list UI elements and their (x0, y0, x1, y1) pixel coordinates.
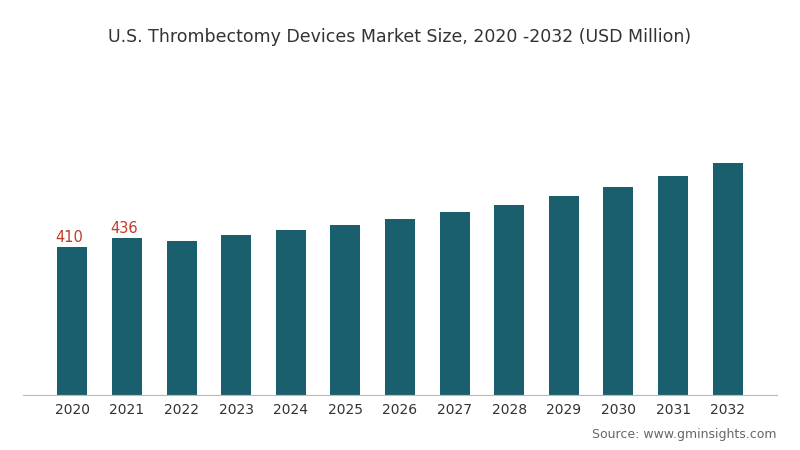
Title: U.S. Thrombectomy Devices Market Size, 2020 -2032 (USD Million): U.S. Thrombectomy Devices Market Size, 2… (109, 28, 691, 46)
Bar (112, 238, 142, 395)
Bar (276, 230, 306, 395)
Bar (385, 219, 415, 395)
Text: 410: 410 (56, 230, 83, 245)
Text: 436: 436 (110, 221, 138, 236)
Bar (494, 205, 524, 395)
Bar (330, 225, 361, 395)
Bar (603, 188, 634, 395)
Bar (221, 235, 251, 395)
Bar (549, 196, 579, 395)
Bar (713, 163, 742, 395)
Bar (58, 247, 87, 395)
Bar (439, 212, 470, 395)
Bar (166, 242, 197, 395)
Text: Source: www.gminsights.com: Source: www.gminsights.com (591, 428, 776, 441)
Bar (658, 176, 688, 395)
